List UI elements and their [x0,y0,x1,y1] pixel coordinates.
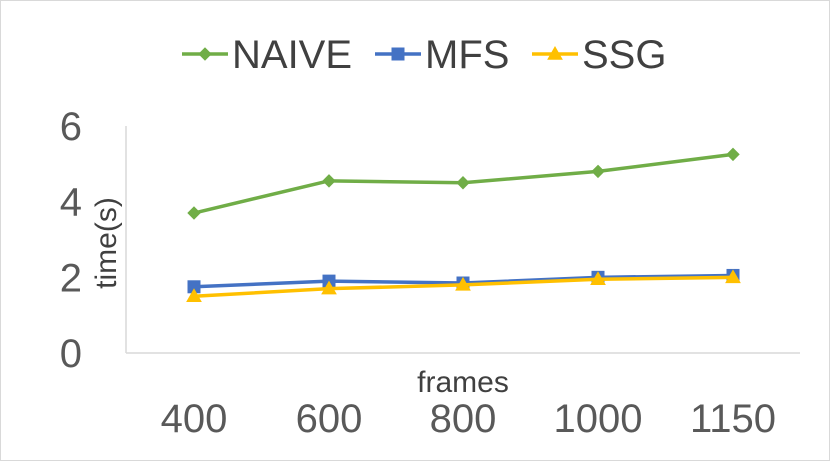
y-tick-label: 6 [60,105,82,149]
data-point-ssg [455,276,471,291]
x-tick-label: 1000 [554,397,643,441]
x-tick-label: 800 [430,397,497,441]
legend-label: NAIVE [232,33,352,77]
data-point-naive [187,206,201,220]
data-point-ssg [186,288,202,302]
data-point-ssg [321,280,337,295]
data-point-naive [322,174,336,188]
legend: NAIVE MFS SSG [182,33,666,77]
legend-item-mfs: MFS [375,33,509,77]
data-point-naive [591,164,605,179]
y-tick-labels: 0 2 4 6 [60,105,82,376]
legend-marker [198,47,212,61]
legend-marker [391,47,405,61]
data-point-ssg [725,269,741,284]
data-point-ssg [590,271,606,285]
y-tick-label: 2 [60,256,82,300]
legend-label: MFS [425,33,509,77]
x-axis-title: frames [417,366,509,399]
x-tick-label: 1150 [690,397,776,441]
data-point-naive [726,147,740,162]
y-axis-title: time(s) [90,197,123,289]
series-layer [186,147,741,302]
legend-marker [547,45,563,60]
x-tick-label: 400 [161,397,228,441]
series-ssg [186,269,741,302]
series-naive [187,147,740,220]
y-tick-label: 0 [60,332,82,376]
x-tick-label: 600 [296,397,363,441]
legend-label: SSG [582,33,666,77]
legend-item-ssg: SSG [532,33,666,77]
x-tick-labels: 400 600 800 1000 1150 [161,397,776,441]
data-point-naive [456,176,470,190]
legend-item-naive: NAIVE [182,33,352,77]
y-tick-label: 4 [60,181,82,225]
